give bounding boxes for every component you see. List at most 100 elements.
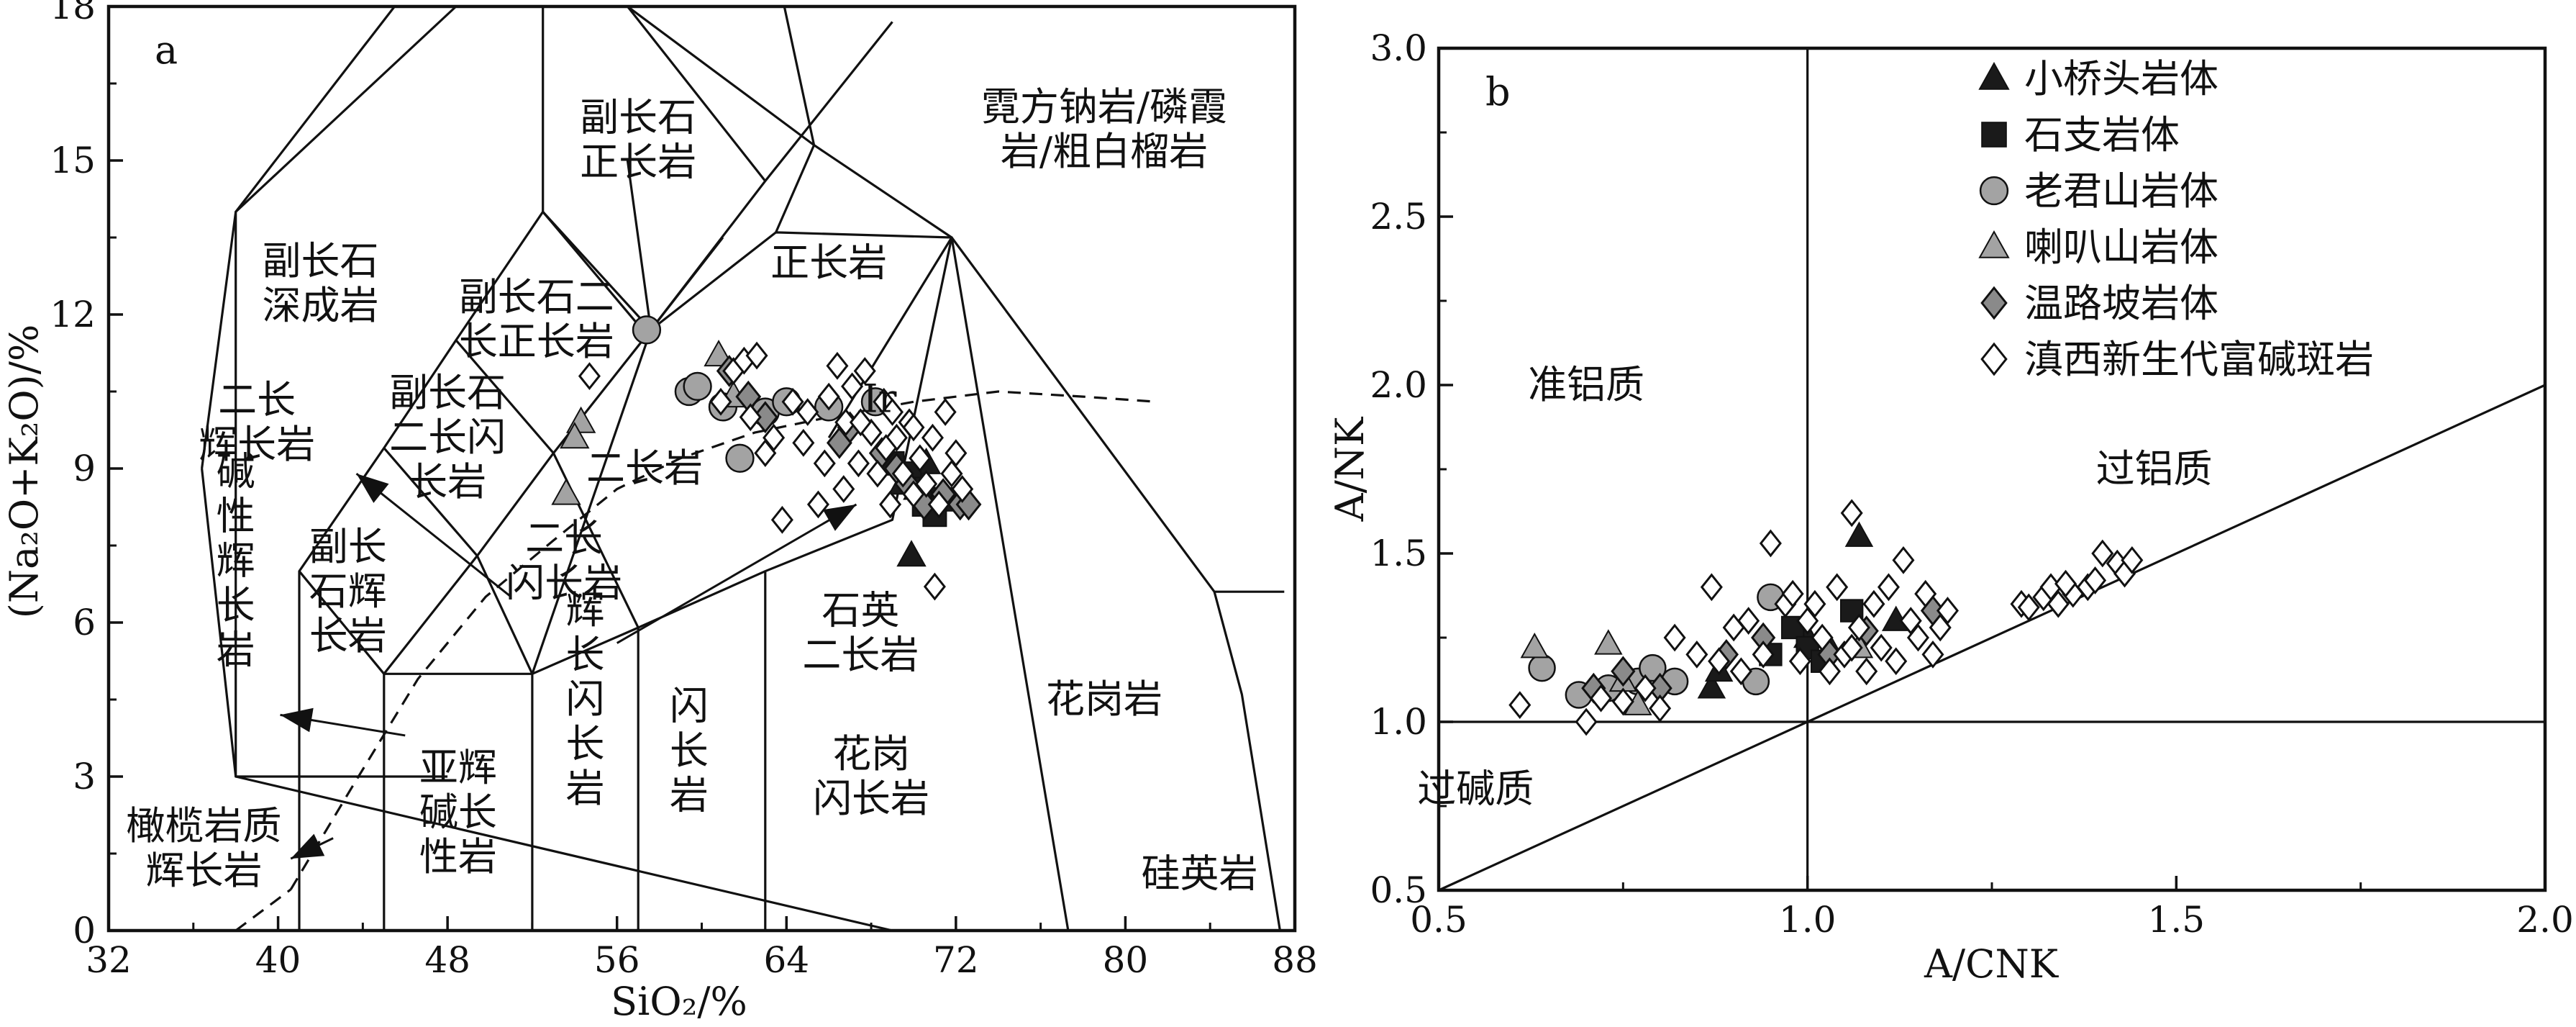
panel-label-b: b [1485, 69, 1511, 114]
field-outline [235, 5, 1282, 932]
point-b-western-yunnan-alkaline-porphyry-19 [1811, 623, 1834, 652]
field-label-u1dfmsqm-line-3: 长岩 [409, 459, 486, 505]
point-b-western-yunnan-alkaline-porphyry-44 [2047, 589, 2070, 618]
point-a-western-yunnan-alkaline-porphyry-33 [940, 459, 963, 488]
legend-marker-wenlupo [1980, 286, 2008, 320]
field-label-b-ucpa9d: 准铝质 [1528, 362, 1644, 407]
x-tick-label-a-88: 88 [1272, 939, 1318, 981]
legend-label-xiaoqiaotou: 小桥头岩体 [2024, 56, 2218, 101]
point-b-western-yunnan-alkaline-porphyry-7 [1663, 623, 1686, 652]
point-b-western-yunnan-alkaline-porphyry-26 [1862, 589, 1885, 618]
field-boundary-9 [542, 211, 640, 326]
field-label-ugg6nh-line-1: 正长岩 [770, 240, 887, 286]
legend-label-shizhi: 石支岩体 [2024, 112, 2180, 158]
field-label-u888fvr-line-1: 副长石 [262, 238, 378, 284]
x-axis-label-a: SiO₂/% [611, 979, 747, 1024]
field-label-u16h85y9-line-2: 闪长岩 [506, 560, 622, 605]
field-label-ujle1v-line-1: 花岗岩 [1046, 677, 1162, 722]
field-label-u1tnmnqg-line-1: 霓方钠岩/磷霞 [981, 84, 1227, 130]
field-label-u883pvu-line-1: 副长石 [580, 94, 696, 140]
trend-arrow-head-4 [822, 504, 857, 531]
point-b-western-yunnan-alkaline-porphyry-36 [1840, 633, 1863, 662]
trend-arrow-head-1 [356, 474, 389, 503]
field-label-ujle1v: 花岗岩 [1046, 677, 1162, 722]
field-label-u8debu8-line-2: 石辉 [309, 569, 387, 614]
field-label-u16gaj28-line-2: 辉长岩 [199, 422, 315, 467]
point-b-western-yunnan-alkaline-porphyry-20 [1818, 657, 1841, 686]
field-label-ucgh1um-line-3: 闪 [566, 677, 605, 722]
field-label-uhwx3sv-line-3: 性岩 [419, 834, 497, 879]
y-tick-label-b-3: 3.0 [1370, 27, 1427, 69]
point-b-labashan-1 [1520, 632, 1549, 659]
point-b-western-yunnan-alkaline-porphyry-15 [1759, 529, 1782, 558]
equal-ratio-line [1438, 384, 2546, 892]
point-b-western-yunnan-alkaline-porphyry-3 [1590, 684, 1613, 712]
point-b-western-yunnan-alkaline-porphyry-2 [1575, 707, 1598, 736]
point-b-western-yunnan-alkaline-porphyry-48 [2091, 539, 2114, 568]
legend-label-western-yunnan-alkaline-porphyry: 滇西新生代富碱斑岩 [2024, 337, 2374, 382]
field-label-uc842e-line-1: 二长岩 [586, 445, 703, 491]
field-label-uq3bjxq-line-1: 花岗 [832, 731, 910, 777]
point-a-western-yunnan-alkaline-porphyry-38 [875, 434, 898, 462]
acnk-ank-panel: 0.5 1.0 1.5 2.0 0.5 1.0 1.5 2.0 2.5 3.0 准铝质过铝质过碱质… [1327, 27, 2574, 987]
point-b-labashan-2 [1594, 629, 1623, 655]
field-label-u1mg301p-line-5: 岩 [217, 627, 255, 672]
field-label-uhwx3sv-line-2: 碱长 [419, 790, 497, 835]
field-label-ugg6nh: 正长岩 [770, 240, 887, 286]
field-label-u1d9ejw7-line-1: 副长石二 [459, 274, 614, 320]
field-label-ucgh1um-line-4: 长 [566, 721, 605, 766]
x-tick-label-a-32: 32 [86, 939, 132, 981]
field-label-u1mg301p-line-2: 性 [217, 493, 255, 538]
field-label-ucgh1um-line-1: 辉 [566, 587, 605, 633]
point-a-western-yunnan-alkaline-porphyry-2 [709, 387, 732, 416]
point-b-laojunshan-1 [1528, 653, 1556, 682]
point-b-western-yunnan-alkaline-porphyry-6 [1649, 694, 1672, 723]
field-boundaries [201, 5, 1285, 932]
field-label-umofhw-line-2: 长 [670, 728, 709, 773]
field-label-b-uls8aa: 过铝质 [2096, 446, 2213, 492]
field-label-ucgh1um-line-2: 长 [566, 632, 605, 677]
point-b-western-yunnan-alkaline-porphyry-27 [1870, 633, 1893, 662]
field-label-u1tnmnqg-line-2: 岩/粗白榴岩 [1001, 129, 1208, 174]
y-axis-label-a: (Na₂O+K₂O)/% [1, 325, 47, 619]
field-boundary-12 [950, 237, 1070, 931]
point-a-western-yunnan-alkaline-porphyry-39 [923, 572, 946, 601]
point-b-western-yunnan-alkaline-porphyry-33 [1921, 640, 1944, 669]
legend-item-laojunshan: 老君山岩体 [1979, 168, 2218, 214]
legend-item-western-yunnan-alkaline-porphyry: 滇西新生代富碱斑岩 [1980, 337, 2374, 382]
field-label-u1no23y0-line-2: 二长岩 [802, 632, 919, 677]
point-b-western-yunnan-alkaline-porphyry-47 [2084, 566, 2107, 594]
point-a-western-yunnan-alkaline-porphyry-42 [813, 449, 836, 478]
irvine-dividing-line [289, 390, 1157, 890]
point-a-western-yunnan-alkaline-porphyry-1 [578, 362, 601, 391]
field-label-u16gaj28-line-1: 二长 [218, 377, 296, 422]
point-b-western-yunnan-alkaline-porphyry-31 [1906, 623, 1929, 652]
point-a-western-yunnan-alkaline-porphyry-25 [891, 459, 914, 488]
y-tick-label-a-15: 15 [50, 140, 96, 181]
point-b-western-yunnan-alkaline-porphyry-8 [1685, 640, 1708, 669]
point-a-western-yunnan-alkaline-porphyry-17 [841, 372, 864, 401]
point-b-western-yunnan-alkaline-porphyry-41 [2017, 593, 2040, 622]
point-b-western-yunnan-alkaline-porphyry-9 [1700, 573, 1723, 602]
y-tick-label-b-1.5: 1.5 [1370, 533, 1427, 574]
legend-label-wenlupo: 温路坡岩体 [2024, 281, 2218, 326]
point-b-xiaoqiaotou-1 [1697, 673, 1726, 699]
point-b-western-yunnan-alkaline-porphyry-25 [1855, 657, 1878, 686]
point-a-western-yunnan-alkaline-porphyry-31 [927, 490, 950, 519]
field-label-umofhw-line-3: 岩 [670, 772, 709, 818]
legend-item-labashan: 喇叭山岩体 [1978, 225, 2218, 270]
ir-dividing-line-label: Ir [863, 376, 896, 422]
legend-marker-laojunshan [1979, 176, 2009, 206]
point-a-labashan-4 [704, 340, 734, 367]
point-a-western-yunnan-alkaline-porphyry-34 [945, 439, 968, 468]
y-tick-label-a-9: 9 [73, 448, 96, 489]
field-label-u8debu8-line-1: 副长 [309, 524, 387, 569]
